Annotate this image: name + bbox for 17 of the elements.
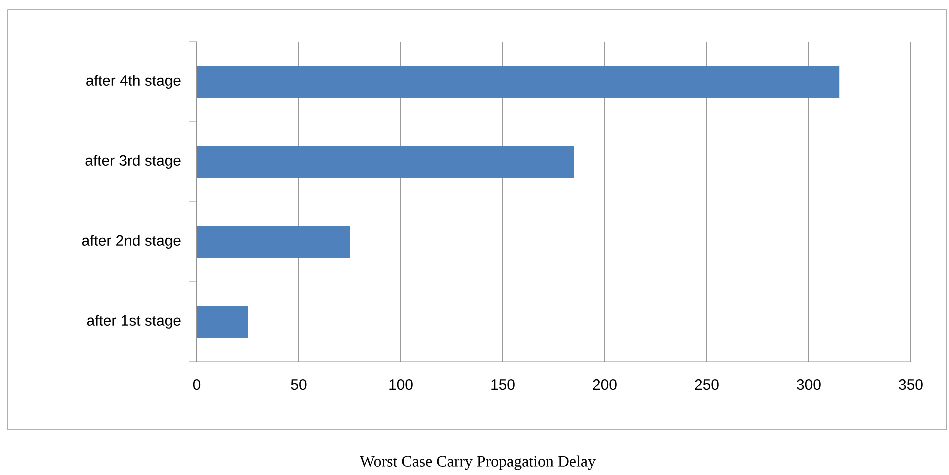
y-tick-label: after 3rd stage	[86, 155, 181, 169]
x-tick-label: 250	[695, 380, 719, 390]
x-tick-label: 50	[291, 380, 307, 390]
x-tick-label: 300	[797, 380, 821, 390]
bar	[197, 306, 248, 338]
y-tick-label: after 4th stage	[86, 75, 181, 89]
x-tick-label: 200	[593, 380, 617, 390]
y-tick-label: after 1st stage	[87, 315, 181, 329]
text: Worst Case Carry Propagation Delay	[360, 456, 596, 470]
bar	[197, 226, 350, 258]
y-tick-label: after 2nd stage	[82, 235, 181, 249]
bar	[197, 146, 574, 178]
x-tick-label: 0	[193, 380, 201, 390]
bar	[197, 66, 840, 98]
x-tick-label: 100	[390, 380, 413, 390]
x-tick-label: 350	[899, 380, 923, 390]
x-tick-label: 150	[492, 380, 515, 390]
